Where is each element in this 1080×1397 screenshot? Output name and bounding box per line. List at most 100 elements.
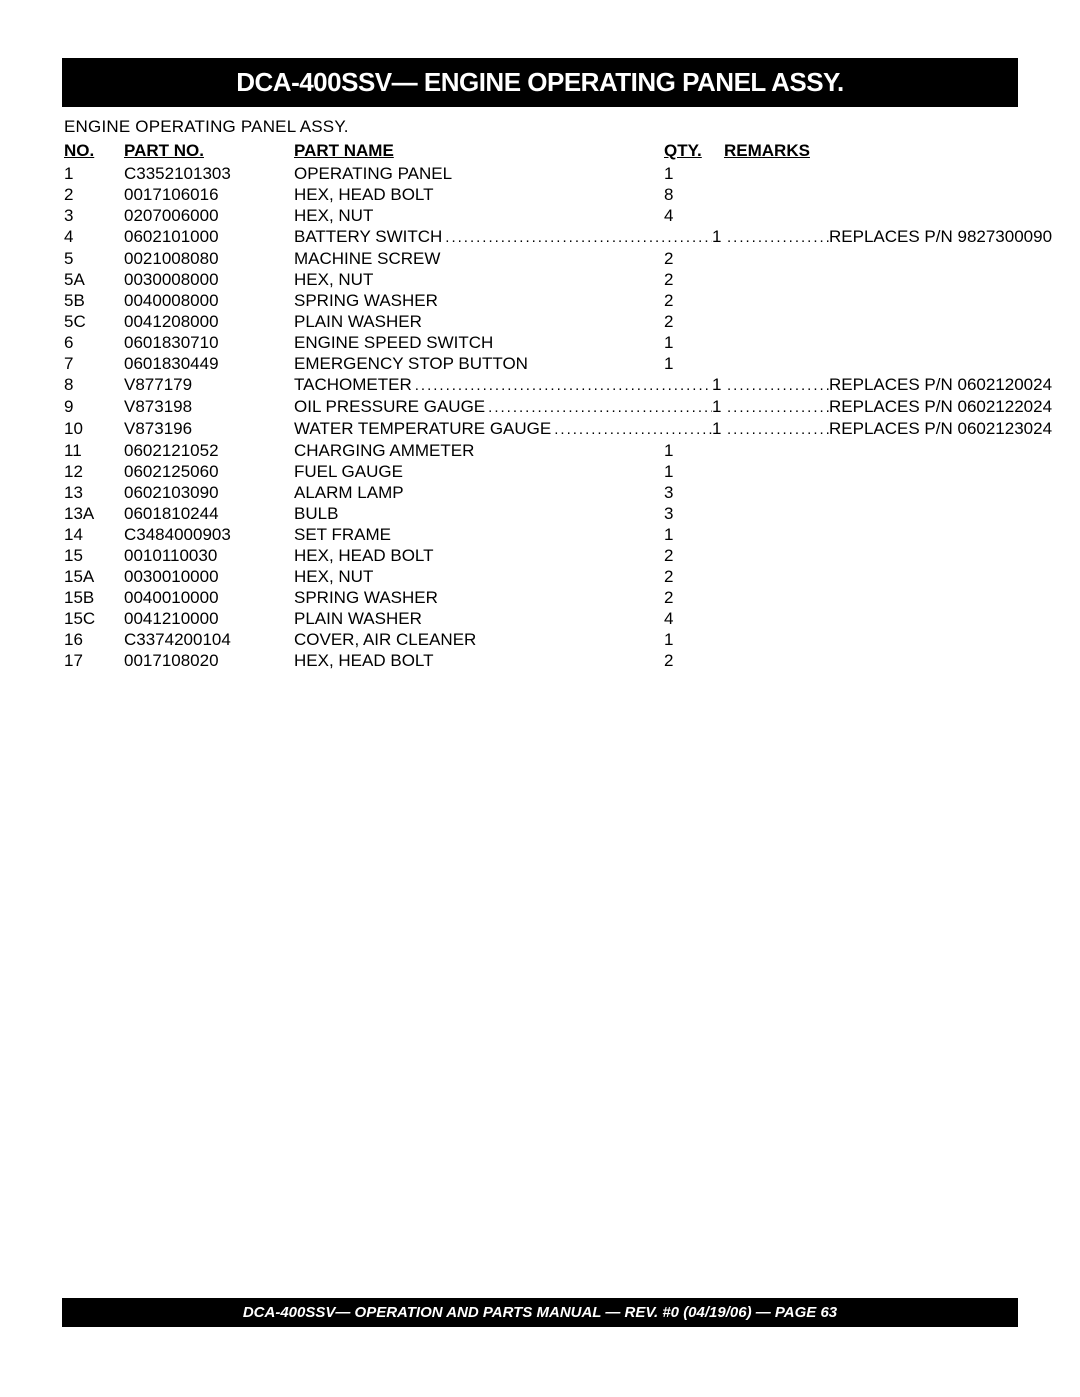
header-part-name: PART NAME: [294, 141, 664, 161]
cell-part-no: 0601830449: [124, 353, 294, 374]
header-qty: QTY.: [664, 141, 724, 161]
table-row: 8V877179TACHOMETER......................…: [64, 374, 1018, 396]
cell-name-qty: SPRING WASHER2: [294, 587, 724, 608]
cell-name-qty: WATER TEMPERATURE GAUGE.................…: [294, 418, 724, 440]
cell-part-no: 0041208000: [124, 311, 294, 332]
table-row: 9V873198OIL PRESSURE GAUGE..............…: [64, 396, 1018, 418]
cell-name-qty: PLAIN WASHER4: [294, 608, 724, 629]
remarks-text: REPLACES P/N 0602123024: [829, 418, 1052, 439]
table-header-row: NO. PART NO. PART NAME QTY. REMARKS: [64, 141, 1018, 161]
table-row: 30207006000HEX, NUT4: [64, 205, 1018, 226]
cell-no: 9: [64, 396, 124, 417]
cell-name-qty: TACHOMETER..............................…: [294, 374, 724, 396]
cell-part-name: FUEL GAUGE: [294, 461, 664, 482]
cell-qty: 1: [712, 374, 724, 395]
cell-part-name: HEX, HEAD BOLT: [294, 650, 664, 671]
cell-no: 3: [64, 205, 124, 226]
cell-no: 6: [64, 332, 124, 353]
table-row: 10V873196WATER TEMPERATURE GAUGE........…: [64, 418, 1018, 440]
cell-part-no: 0602125060: [124, 461, 294, 482]
parts-table: NO. PART NO. PART NAME QTY. REMARKS 1C33…: [62, 141, 1018, 671]
cell-no: 5A: [64, 269, 124, 290]
table-row: 130602103090ALARM LAMP3: [64, 482, 1018, 503]
cell-no: 5: [64, 248, 124, 269]
cell-name-qty: OIL PRESSURE GAUGE......................…: [294, 396, 724, 418]
table-body: 1C3352101303OPERATING PANEL120017106016H…: [64, 163, 1018, 671]
cell-part-no: 0041210000: [124, 608, 294, 629]
cell-no: 15A: [64, 566, 124, 587]
header-no: NO.: [64, 141, 124, 161]
table-row: 16C3374200104COVER, AIR CLEANER1: [64, 629, 1018, 650]
cell-part-name: ENGINE SPEED SWITCH: [294, 332, 664, 353]
cell-qty: 1: [664, 353, 676, 374]
table-row: 15A0030010000HEX, NUT2: [64, 566, 1018, 587]
cell-no: 5C: [64, 311, 124, 332]
cell-qty: 4: [664, 608, 676, 629]
cell-part-no: 0040010000: [124, 587, 294, 608]
cell-qty: 1: [712, 226, 724, 247]
table-row: 15B0040010000SPRING WASHER2: [64, 587, 1018, 608]
cell-part-name: COVER, AIR CLEANER: [294, 629, 664, 650]
cell-qty: 1: [664, 524, 676, 545]
cell-qty: 2: [664, 269, 676, 290]
cell-no: 13: [64, 482, 124, 503]
leader-dots: ........................................…: [724, 375, 829, 396]
table-row: 50021008080MACHINE SCREW2: [64, 248, 1018, 269]
cell-part-name: BULB: [294, 503, 664, 524]
cell-qty: 2: [664, 311, 676, 332]
cell-part-no: V877179: [124, 374, 294, 395]
cell-name-qty: BATTERY SWITCH..........................…: [294, 226, 724, 248]
cell-part-no: C3484000903: [124, 524, 294, 545]
cell-part-name: PLAIN WASHER: [294, 608, 664, 629]
cell-no: 15B: [64, 587, 124, 608]
cell-no: 17: [64, 650, 124, 671]
table-row: 5B0040008000SPRING WASHER2: [64, 290, 1018, 311]
cell-part-name: EMERGENCY STOP BUTTON: [294, 353, 664, 374]
cell-part-no: C3352101303: [124, 163, 294, 184]
cell-no: 1: [64, 163, 124, 184]
table-row: 13A0601810244BULB3: [64, 503, 1018, 524]
cell-part-name: HEX, HEAD BOLT: [294, 184, 664, 205]
cell-part-name: OIL PRESSURE GAUGE: [294, 396, 485, 417]
table-row: 15C0041210000PLAIN WASHER4: [64, 608, 1018, 629]
cell-part-no: 0601810244: [124, 503, 294, 524]
remarks-text: REPLACES P/N 0602122024: [829, 396, 1052, 417]
leader-dots: ........................................…: [442, 227, 712, 248]
cell-qty: 4: [664, 205, 676, 226]
cell-part-no: V873198: [124, 396, 294, 417]
table-row: 40602101000BATTERY SWITCH...............…: [64, 226, 1018, 248]
footer-bar: DCA-400SSV— OPERATION AND PARTS MANUAL —…: [62, 1298, 1018, 1327]
cell-remarks: ........................................…: [724, 374, 1052, 396]
cell-part-name: SET FRAME: [294, 524, 664, 545]
table-row: 5A0030008000HEX, NUT2: [64, 269, 1018, 290]
cell-part-no: 0030010000: [124, 566, 294, 587]
table-row: 5C0041208000PLAIN WASHER2: [64, 311, 1018, 332]
cell-qty: 1: [712, 396, 724, 417]
cell-no: 15C: [64, 608, 124, 629]
cell-name-qty: HEX, HEAD BOLT8: [294, 184, 724, 205]
cell-part-no: V873196: [124, 418, 294, 439]
leader-dots: ........................................…: [412, 375, 712, 396]
cell-qty: 2: [664, 587, 676, 608]
cell-name-qty: ENGINE SPEED SWITCH1: [294, 332, 724, 353]
table-row: 70601830449EMERGENCY STOP BUTTON1: [64, 353, 1018, 374]
table-row: 150010110030HEX, HEAD BOLT2: [64, 545, 1018, 566]
cell-name-qty: COVER, AIR CLEANER1: [294, 629, 724, 650]
cell-no: 11: [64, 440, 124, 461]
cell-qty: 2: [664, 248, 676, 269]
header-part-no: PART NO.: [124, 141, 294, 161]
cell-name-qty: CHARGING AMMETER1: [294, 440, 724, 461]
cell-name-qty: HEX, NUT2: [294, 566, 724, 587]
page: DCA-400SSV— ENGINE OPERATING PANEL ASSY.…: [0, 0, 1080, 1397]
cell-part-name: TACHOMETER: [294, 374, 412, 395]
remarks-text: REPLACES P/N 0602120024: [829, 374, 1052, 395]
cell-part-no: 0030008000: [124, 269, 294, 290]
table-row: 60601830710ENGINE SPEED SWITCH1: [64, 332, 1018, 353]
cell-qty: 2: [664, 290, 676, 311]
cell-no: 12: [64, 461, 124, 482]
cell-name-qty: MACHINE SCREW2: [294, 248, 724, 269]
cell-remarks: ........................................…: [724, 396, 1052, 418]
cell-qty: 3: [664, 503, 676, 524]
cell-part-name: HEX, NUT: [294, 566, 664, 587]
cell-no: 8: [64, 374, 124, 395]
